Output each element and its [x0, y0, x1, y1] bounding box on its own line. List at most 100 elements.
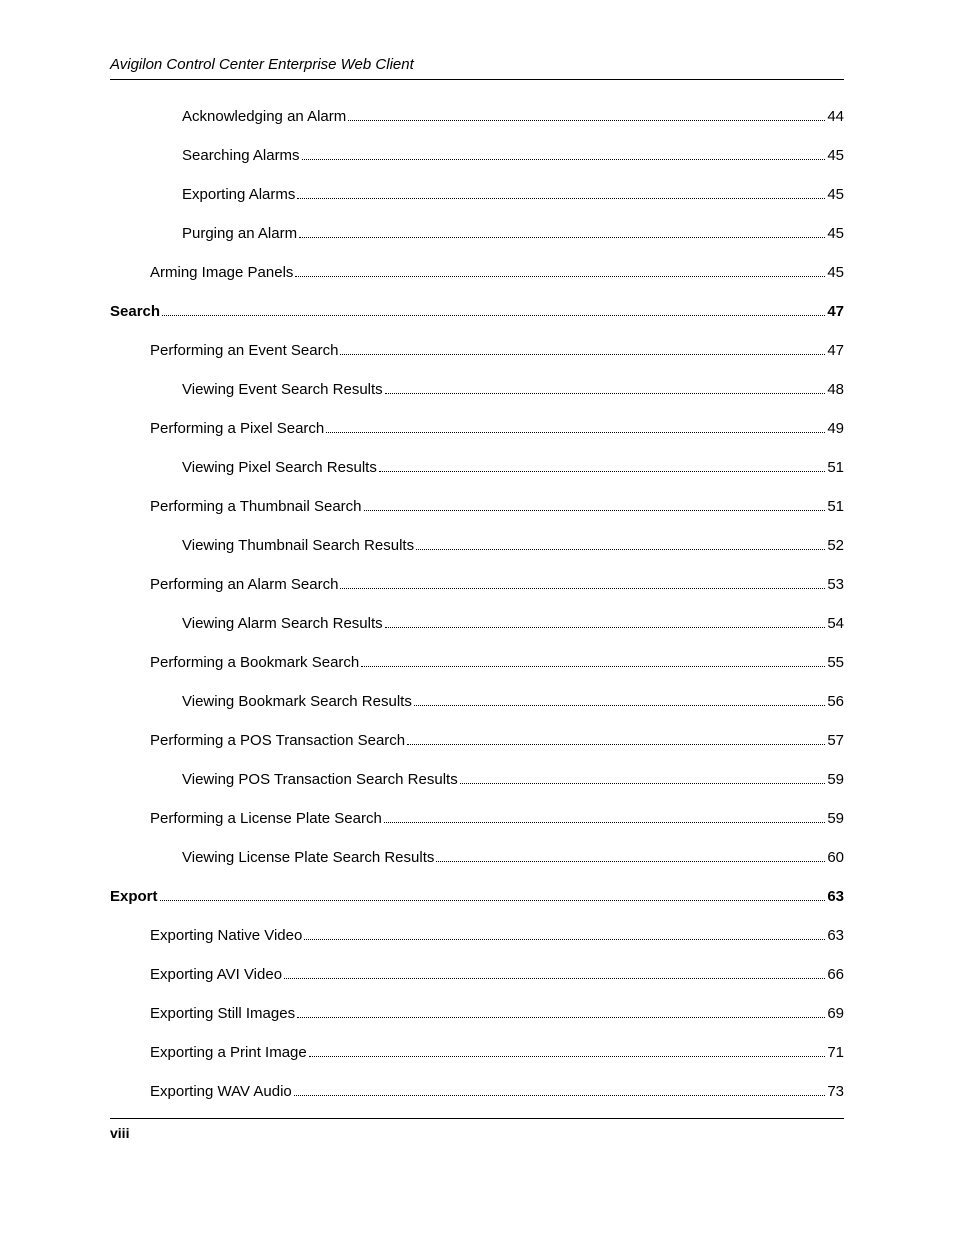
toc-entry: Viewing License Plate Search Results 60 [182, 849, 844, 866]
toc-entry: Performing a Bookmark Search 55 [150, 654, 844, 671]
toc-entry-page: 60 [827, 849, 844, 866]
toc-entry: Exporting Native Video63 [150, 927, 844, 944]
toc-entry-page: 66 [827, 966, 844, 983]
toc-entry-title: Viewing POS Transaction Search Results [182, 771, 458, 788]
toc-entry-page: 45 [827, 264, 844, 281]
page-footer: viii [110, 1118, 844, 1141]
toc-entry-page: 45 [827, 186, 844, 203]
toc-entry-title: Performing a Pixel Search [150, 420, 324, 437]
toc-entry-page: 51 [827, 498, 844, 515]
toc-entry-title: Viewing License Plate Search Results [182, 849, 434, 866]
toc-entry-title: Viewing Alarm Search Results [182, 615, 383, 632]
toc-leader-dots [326, 432, 825, 433]
toc-leader-dots [309, 1056, 826, 1057]
toc-entry-title: Acknowledging an Alarm [182, 108, 346, 125]
toc-entry-title: Search [110, 303, 160, 320]
toc-leader-dots [294, 1095, 826, 1096]
toc-leader-dots [436, 861, 825, 862]
toc-leader-dots [160, 900, 826, 901]
toc-entry: Exporting AVI Video66 [150, 966, 844, 983]
toc-leader-dots [361, 666, 825, 667]
toc-entry: Exporting Still Images69 [150, 1005, 844, 1022]
toc-entry-page: 63 [827, 888, 844, 905]
toc-entry: Exporting a Print Image71 [150, 1044, 844, 1061]
toc-entry-page: 44 [827, 108, 844, 125]
toc-entry: Viewing Event Search Results48 [182, 381, 844, 398]
toc-entry-page: 48 [827, 381, 844, 398]
toc-entry-title: Performing a Thumbnail Search [150, 498, 362, 515]
toc-entry-title: Exporting Native Video [150, 927, 302, 944]
toc-entry-title: Purging an Alarm [182, 225, 297, 242]
toc-entry: Search 47 [110, 303, 844, 320]
toc-entry: Exporting WAV Audio 73 [150, 1083, 844, 1100]
toc-entry-page: 59 [827, 810, 844, 827]
toc-entry-title: Performing a License Plate Search [150, 810, 382, 827]
toc-entry-title: Viewing Pixel Search Results [182, 459, 377, 476]
toc-entry-page: 57 [827, 732, 844, 749]
toc-leader-dots [384, 822, 826, 823]
toc-entry: Performing a Pixel Search 49 [150, 420, 844, 437]
toc-entry-page: 56 [827, 693, 844, 710]
toc-leader-dots [297, 1017, 825, 1018]
toc-leader-dots [460, 783, 826, 784]
toc-leader-dots [297, 198, 825, 199]
toc-entry: Viewing Pixel Search Results 51 [182, 459, 844, 476]
header-title: Avigilon Control Center Enterprise Web C… [110, 56, 414, 73]
toc-entry-page: 47 [827, 303, 844, 320]
toc-leader-dots [348, 120, 825, 121]
toc-entry-title: Export [110, 888, 158, 905]
running-header: Avigilon Control Center Enterprise Web C… [110, 56, 844, 80]
toc-leader-dots [302, 159, 826, 160]
toc-entry: Acknowledging an Alarm 44 [182, 108, 844, 125]
page: Avigilon Control Center Enterprise Web C… [0, 0, 954, 1235]
toc-leader-dots [407, 744, 825, 745]
toc-entry-page: 49 [827, 420, 844, 437]
toc-entry: Viewing POS Transaction Search Results 59 [182, 771, 844, 788]
toc-entry: Performing a Thumbnail Search 51 [150, 498, 844, 515]
table-of-contents: Acknowledging an Alarm 44 Searching Alarms… [110, 108, 844, 1100]
toc-entry: Purging an Alarm 45 [182, 225, 844, 242]
toc-leader-dots [340, 354, 825, 355]
toc-entry: Export 63 [110, 888, 844, 905]
toc-leader-dots [385, 627, 826, 628]
toc-entry-title: Performing an Alarm Search [150, 576, 338, 593]
toc-leader-dots [379, 471, 825, 472]
toc-leader-dots [295, 276, 825, 277]
toc-entry-page: 51 [827, 459, 844, 476]
toc-entry-page: 73 [827, 1083, 844, 1100]
toc-leader-dots [364, 510, 826, 511]
toc-entry-title: Performing a POS Transaction Search [150, 732, 405, 749]
page-number: viii [110, 1125, 129, 1141]
toc-leader-dots [284, 978, 825, 979]
toc-entry: Performing an Event Search 47 [150, 342, 844, 359]
toc-leader-dots [385, 393, 826, 394]
toc-entry-page: 45 [827, 225, 844, 242]
toc-leader-dots [414, 705, 825, 706]
toc-entry: Searching Alarms 45 [182, 147, 844, 164]
toc-entry-title: Performing a Bookmark Search [150, 654, 359, 671]
toc-entry-page: 55 [827, 654, 844, 671]
toc-entry: Performing a License Plate Search 59 [150, 810, 844, 827]
toc-leader-dots [162, 315, 825, 316]
toc-leader-dots [416, 549, 825, 550]
toc-entry-title: Exporting WAV Audio [150, 1083, 292, 1100]
toc-entry-title: Exporting a Print Image [150, 1044, 307, 1061]
toc-entry: Viewing Thumbnail Search Results52 [182, 537, 844, 554]
toc-entry-title: Arming Image Panels [150, 264, 293, 281]
toc-entry: Viewing Alarm Search Results 54 [182, 615, 844, 632]
toc-entry-title: Viewing Bookmark Search Results [182, 693, 412, 710]
toc-entry-title: Performing an Event Search [150, 342, 338, 359]
toc-entry-page: 52 [827, 537, 844, 554]
toc-entry-page: 54 [827, 615, 844, 632]
toc-leader-dots [304, 939, 825, 940]
toc-entry-page: 69 [827, 1005, 844, 1022]
toc-entry: Viewing Bookmark Search Results 56 [182, 693, 844, 710]
toc-entry-title: Searching Alarms [182, 147, 300, 164]
toc-entry-page: 47 [827, 342, 844, 359]
toc-entry: Performing a POS Transaction Search 57 [150, 732, 844, 749]
toc-entry-page: 59 [827, 771, 844, 788]
toc-leader-dots [340, 588, 825, 589]
toc-entry: Exporting Alarms45 [182, 186, 844, 203]
toc-entry-page: 45 [827, 147, 844, 164]
toc-entry: Arming Image Panels 45 [150, 264, 844, 281]
